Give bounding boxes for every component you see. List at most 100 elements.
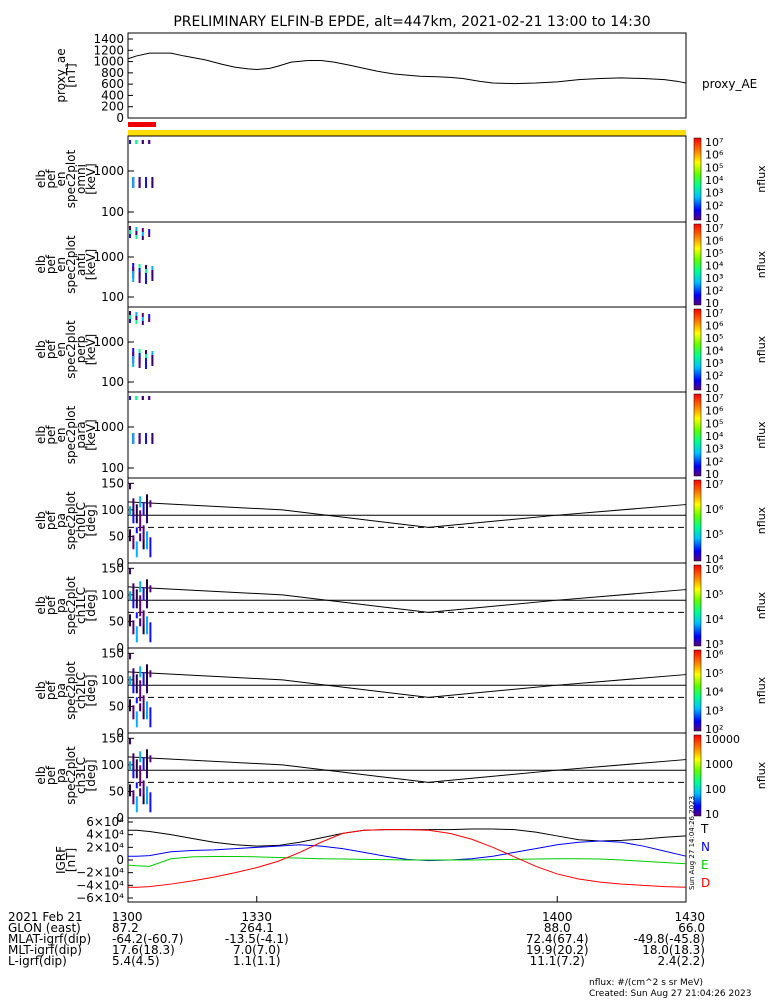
colorbar-tick-label: 10³ [705,704,723,717]
y-tick-label: 100 [101,673,124,687]
spectrogram-cell [135,227,138,231]
science-zone-bar [128,130,686,136]
panel-omni: elbpefenspec2plotomni[keV]10010001010²10… [34,135,768,225]
chart-title: PRELIMINARY ELFIN-B EPDE, alt=447km, 202… [173,14,650,30]
y-tick-label: 100 [101,758,124,772]
spectrogram-cell [132,512,135,524]
ephemeris-value: 1330 [241,910,272,924]
spectrogram-cell [132,790,135,805]
x-axis [127,896,687,902]
spectrogram-cell [132,535,135,550]
ephemeris-value: 87.2 [112,921,139,935]
panel-para: elbpefenspec2plotpara[keV]10010001010²10… [34,391,768,481]
panel-ch0LC: elbpefpaspec2plotch0LC[deg] 0 50 100 150 10⁴ 1… [34,476,768,570]
spectrogram-cell [132,271,135,282]
spectrogram-cell [135,674,138,694]
spectrogram-cell [149,670,152,678]
ephemeris-value: -49.8(-45.8) [634,932,705,946]
spectrogram-cell [135,711,138,728]
panel-frame [127,647,687,734]
spectrogram-cell [135,231,138,235]
spectrogram-cell [146,531,148,550]
spectrogram-cell [132,668,135,686]
y-tick-label: 50 [109,614,124,628]
spectrogram-cell [146,786,148,805]
y-tick-label: 1000 [93,335,124,349]
y-tick-label: 50 [109,784,124,798]
spectrogram-cell [135,527,138,534]
y-tick-label: 1000 [93,420,124,434]
y-tick-label: −4×10⁴ [76,878,124,892]
spectrogram-cell [129,226,131,230]
ephemeris-row-label: MLAT-igrf(dip) [8,932,91,946]
spectrogram-cell [135,626,138,643]
legend-E: E [701,858,709,872]
spectrogram-cell [139,703,142,712]
y-axis-label: elbpefenspec2plotpara[keV] [34,405,98,464]
panel-frame [127,562,687,649]
spectrogram-cell [138,357,141,368]
y-axis-label: IGRF[nT] [54,846,78,874]
ephemeris-value: 19.9(20.2) [526,943,589,957]
colorbar-tick-label: 100 [705,783,726,796]
spectrogram-cell [132,705,135,720]
spectrogram-cell [151,177,154,188]
panel-ch1LC: elbpefpaspec2plotch1LC[deg] 0 50 100 150 10³ 1… [34,561,768,655]
spectrogram-cell [132,498,135,516]
spectrogram-cell [135,612,138,619]
spectrogram-cell [139,496,142,508]
spectrogram-cell [135,312,138,316]
ephemeris-value: 264.1 [240,921,274,935]
spectrogram-cell [141,321,144,325]
colorbar-tick-label: 10 [705,382,719,395]
spectrogram-cell [129,699,131,712]
ephemeris-row-label: L-igrf(dip) [8,954,67,968]
panel-ch2LC: elbpefpaspec2plotch2LC[deg] 0 50 100 150 10² 1… [34,646,768,740]
colorbar [693,223,702,306]
colorbar-tick-label: 10 [705,808,719,821]
spectrogram-cell [139,595,142,617]
spectrogram-cell [138,433,141,444]
y-axis-label: elbpefenspec2plotanti[keV] [34,235,98,294]
y-tick-label: 100 [101,375,124,389]
colorbar-label: nflux [755,250,768,278]
spectrogram-cell [129,230,131,234]
colorbar-tick-label: 10⁵ [705,588,723,601]
spectrogram-cell [141,228,144,232]
colorbar-tick-label: 10³ [705,187,723,200]
spectrogram-cell [132,682,135,694]
y-tick-label: 0 [116,853,124,867]
y-tick-label: 0 [116,556,124,570]
colorbar-tick-label: 10000 [705,733,740,746]
series-line-N [128,840,687,862]
ephemeris-row-label: MLT-igrf(dip) [8,943,82,957]
y-tick-label: 1000 [93,250,124,264]
panel-IGRF: IGRF[nT] −6×10⁴−4×10⁴−2×10⁴02×10⁴4×10⁴6×1… [54,815,710,905]
colorbar-label: nflux [755,421,768,449]
colorbar-tick-label: 10⁴ [705,613,724,626]
spectrogram-cell [129,653,131,660]
y-tick-label: 100 [101,461,124,475]
y-tick-label: 1000 [93,164,124,178]
spectrogram-cell [142,539,145,550]
side-timestamp: Sun Aug 27 14:04:26 2023 [688,796,696,890]
y-tick-label: 100 [101,588,124,602]
spectrogram-cell [151,433,154,444]
y-tick-label: 0 [116,811,124,825]
spectrogram-cell [132,433,135,444]
colorbar-tick-label: 10⁵ [705,161,723,174]
spectrogram-cell [129,483,131,490]
colorbar-label: nflux [755,165,768,193]
colorbar-tick-label: 10⁵ [705,247,723,260]
spectrogram-cell [148,233,151,237]
spectrogram-cell [129,568,131,575]
panel-frame [127,477,687,564]
spectrogram-cell [138,272,141,283]
y-tick-label: 150 [101,561,124,575]
spectrogram-cell [129,140,131,144]
colorbar-tick-label: 10⁷ [705,222,723,235]
series-line-proxy-ae [127,52,687,85]
ephemeris-value: 7.0(7.0) [233,943,281,957]
colorbar-tick-label: 10³ [705,638,723,651]
